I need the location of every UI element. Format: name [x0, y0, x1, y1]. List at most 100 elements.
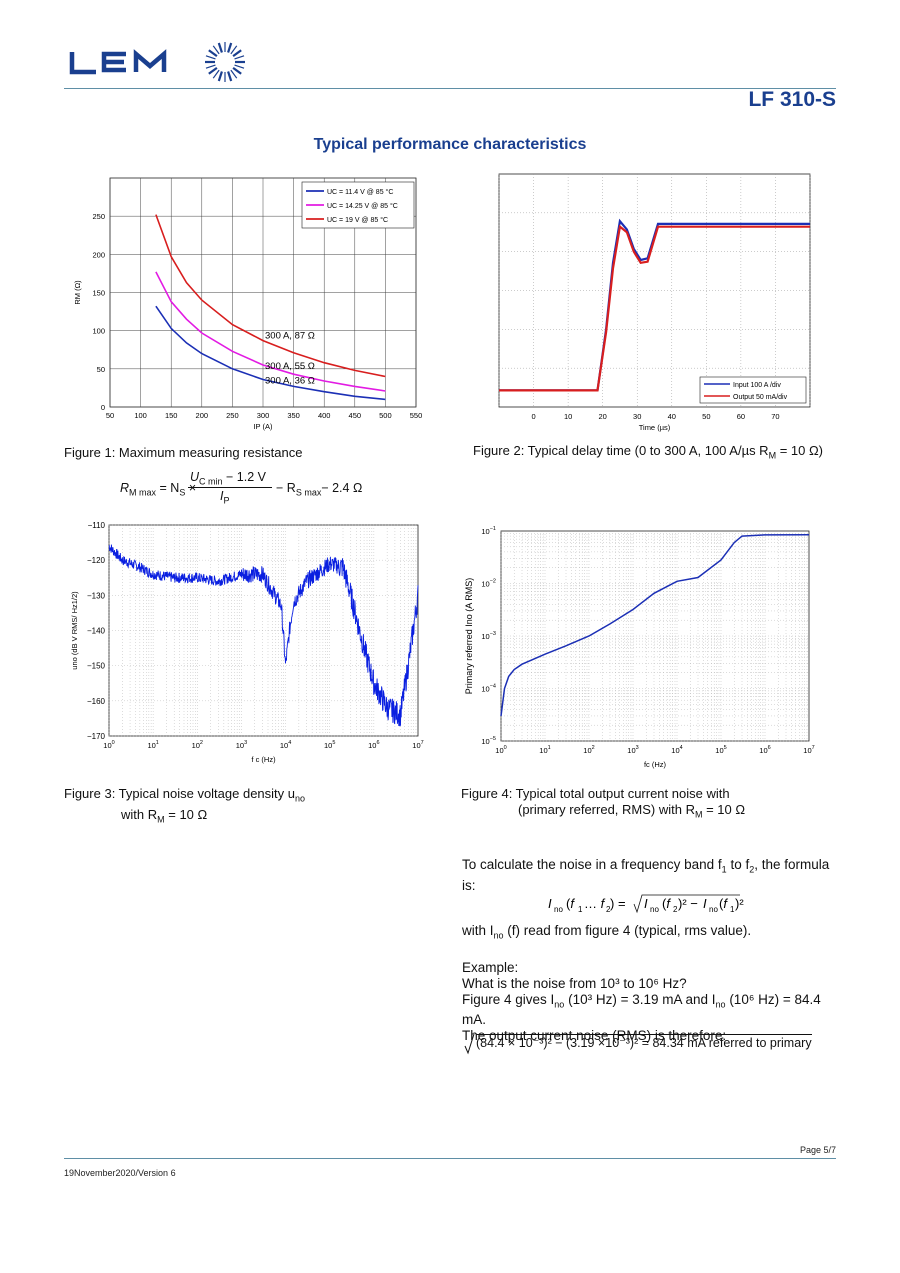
x-tick-label: 10 — [564, 412, 572, 421]
svg-text:1: 1 — [730, 905, 735, 914]
y-tick-label: 10−1 — [481, 526, 496, 536]
svg-text:1: 1 — [578, 905, 583, 914]
x-tick-label: 106 — [759, 745, 770, 755]
x-axis-label: IP (A) — [253, 422, 273, 431]
y-tick-label: −160 — [87, 697, 106, 706]
x-tick-label: 550 — [410, 411, 423, 420]
chart-max-measuring-resistance: 50 100 150 200 250 300 350 400 450 500 55005010015… — [73, 177, 423, 431]
fig4-caption: Figure 4: Typical total output current n… — [461, 786, 746, 820]
svg-text:no: no — [650, 905, 659, 914]
svg-text:… f: … f — [584, 896, 606, 911]
x-tick-label: 450 — [349, 411, 362, 420]
x-tick-label: 200 — [196, 411, 209, 420]
legend-label: Output 50 mA/div — [733, 394, 788, 401]
sun-ray — [234, 64, 245, 69]
x-tick-label: 105 — [324, 740, 335, 750]
svg-text:2: 2 — [606, 905, 611, 914]
legend-label: UC = 11.4 V @ 85 °C — [327, 188, 393, 196]
x-tick-label: 60 — [737, 412, 745, 421]
sun-ray — [234, 55, 245, 60]
svg-text:)²: )² — [735, 896, 744, 911]
y-tick-label: 150 — [92, 289, 105, 298]
y-tick-label: −130 — [87, 591, 106, 600]
series-line — [155, 305, 386, 401]
noise-example: with Ino (f) read from figure 4 (typical… — [462, 923, 821, 1044]
y-axis-label: uno (dB V RMS/ Hz1/2) — [70, 591, 79, 670]
sun-ray — [212, 45, 220, 55]
sun-ray — [230, 69, 238, 79]
y-tick-label: 10−3 — [481, 631, 496, 641]
svg-text:(f: (f — [566, 896, 575, 911]
y-tick-label: 250 — [92, 212, 105, 221]
chart-noise-voltage-density: 100 101 102 103 104 105 106 107 −110 −120 −130 −140… — [70, 521, 424, 764]
x-tick-label: 50 — [106, 411, 114, 420]
x-tick-label: 103 — [627, 745, 638, 755]
header-rule — [64, 88, 836, 89]
y-tick-label: −150 — [87, 662, 106, 671]
x-tick-label: 350 — [287, 411, 300, 420]
x-tick-label: 100 — [495, 745, 506, 755]
sun-ray — [217, 71, 223, 82]
x-tick-label: 300 — [257, 411, 270, 420]
sun-ray — [227, 71, 233, 82]
x-tick-label: 0 — [531, 412, 535, 421]
y-tick-label: 0 — [101, 403, 105, 412]
legend-box — [699, 376, 807, 404]
y-tick-label: 200 — [92, 250, 105, 259]
x-tick-label: 107 — [803, 745, 814, 755]
doc-title: LF 310-S — [748, 88, 836, 111]
chart-delay-time: 0 10 20 30 40 50 60 70 Time (µs) Input 100 A /div… — [498, 173, 811, 432]
y-axis-label: Primary referred Ino (A RMS) — [464, 578, 474, 695]
sun-ray — [208, 66, 218, 75]
footer-rule — [64, 1158, 836, 1159]
y-tick-label: 50 — [97, 365, 105, 374]
svg-text:no: no — [709, 905, 718, 914]
version-info: 19November2020/Version 6 — [64, 1168, 176, 1178]
curve-annotation: 300 A, 55 Ω — [265, 361, 315, 372]
legend-label: UC = 14.25 V @ 85 °C — [327, 202, 398, 210]
chart-output-current-noise: 100 101 102 103 104 105 106 107 10−5 10−4 10−3 10−2… — [464, 526, 815, 769]
svg-text:(f: (f — [719, 896, 728, 911]
lem-logo — [69, 49, 167, 75]
sun-ray — [205, 55, 216, 60]
sun-ray — [217, 42, 223, 53]
noise-result: (84.4 × 10⁻³)² − (3.19 ×10⁻³)² = 84.34 m… — [464, 1033, 812, 1055]
series-line — [108, 544, 419, 727]
x-tick-label: 102 — [192, 740, 203, 750]
svg-text:)² −: )² − — [678, 896, 698, 911]
y-tick-label: −170 — [87, 732, 106, 741]
x-tick-label: 30 — [633, 412, 641, 421]
sun-ray — [205, 64, 216, 69]
svg-text:) =: ) = — [610, 896, 626, 911]
series-line — [499, 224, 810, 392]
sun-ray — [227, 42, 233, 53]
y-tick-label: −110 — [88, 521, 106, 530]
legend-label: UC = 19 V @ 85 °C — [327, 216, 388, 224]
x-tick-label: 50 — [702, 412, 710, 421]
svg-text:2: 2 — [673, 905, 678, 914]
fig1-caption: Figure 1: Maximum measuring resistance — [64, 445, 303, 460]
x-tick-label: 100 — [103, 740, 114, 750]
x-axis-label: Time (µs) — [639, 423, 671, 432]
x-tick-label: 106 — [368, 740, 379, 750]
x-tick-label: 101 — [539, 745, 550, 755]
y-tick-label: 10−2 — [481, 579, 496, 589]
y-tick-label: −120 — [87, 556, 106, 565]
x-tick-label: 101 — [147, 740, 158, 750]
legend-label: Input 100 A /div — [733, 382, 781, 389]
svg-text:(f: (f — [662, 896, 671, 911]
fig3-caption: Figure 3: Typical noise voltage density … — [64, 786, 306, 825]
x-tick-label: 250 — [226, 411, 239, 420]
formula-rm: RM max = NS × UC min − 1.2 V IP − RS max… — [120, 470, 363, 506]
y-tick-label: 10−4 — [481, 684, 496, 694]
sun-ray — [208, 49, 218, 58]
x-tick-label: 104 — [671, 745, 682, 755]
series-line — [500, 533, 810, 717]
sun-ray — [232, 66, 242, 75]
lem-sun-icon — [205, 42, 245, 82]
sun-ray — [232, 49, 242, 58]
y-tick-label: 100 — [92, 327, 105, 336]
y-tick-label: −140 — [87, 627, 106, 636]
x-tick-label: 102 — [583, 745, 594, 755]
sun-ray — [230, 45, 238, 55]
